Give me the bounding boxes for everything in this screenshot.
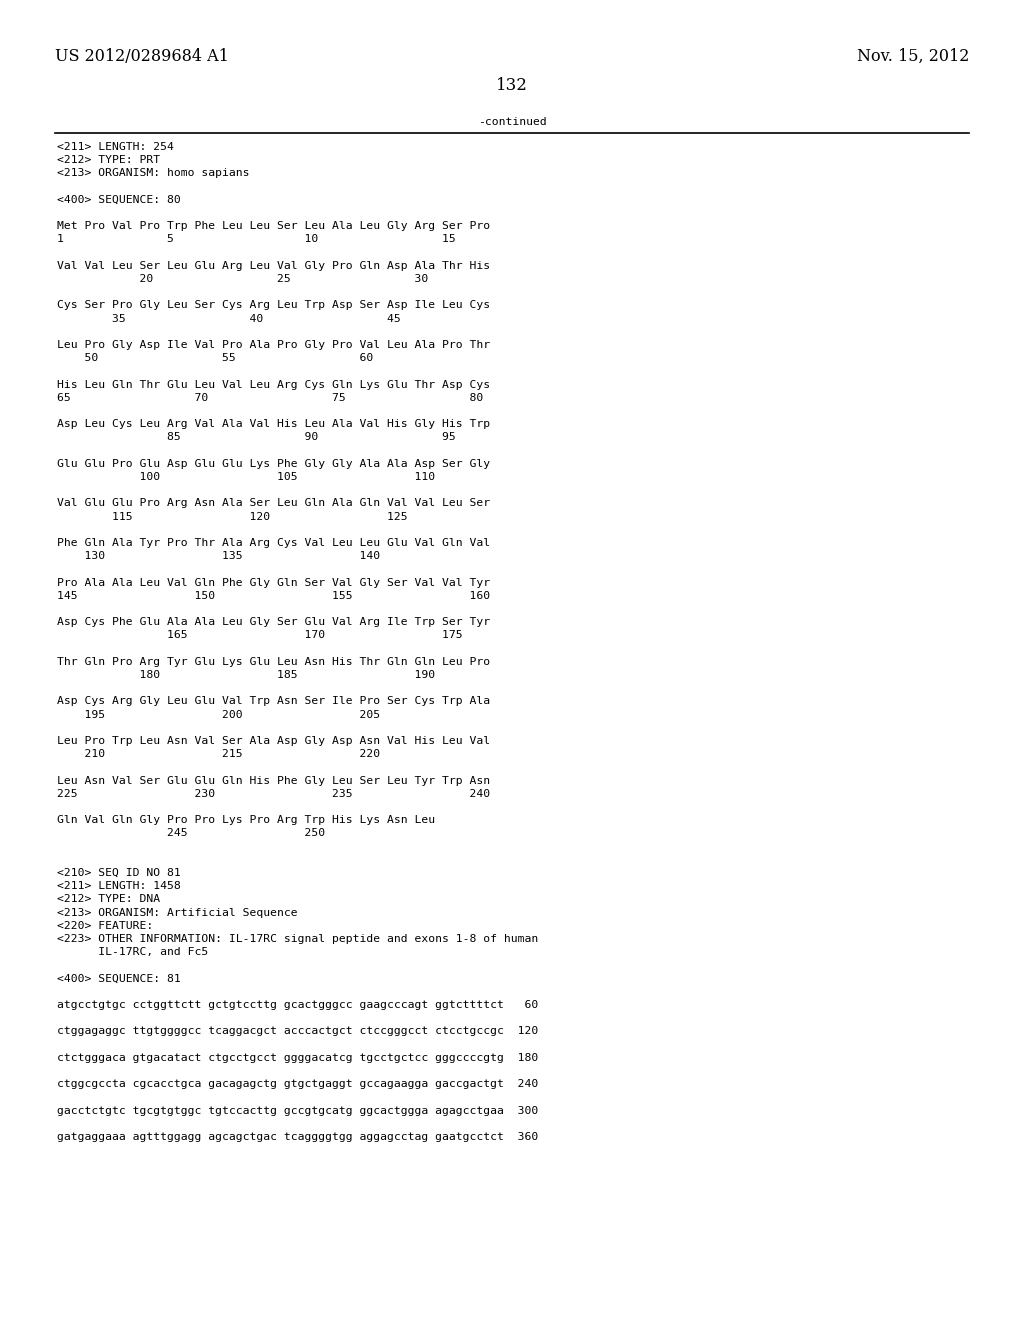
- Text: 210                 215                 220: 210 215 220: [57, 750, 380, 759]
- Text: Val Val Leu Ser Leu Glu Arg Leu Val Gly Pro Gln Asp Ala Thr His: Val Val Leu Ser Leu Glu Arg Leu Val Gly …: [57, 261, 490, 271]
- Text: 35                  40                  45: 35 40 45: [57, 314, 400, 323]
- Text: IL-17RC, and Fc5: IL-17RC, and Fc5: [57, 948, 208, 957]
- Text: Leu Asn Val Ser Glu Glu Gln His Phe Gly Leu Ser Leu Tyr Trp Asn: Leu Asn Val Ser Glu Glu Gln His Phe Gly …: [57, 776, 490, 785]
- Text: gacctctgtc tgcgtgtggc tgtccacttg gccgtgcatg ggcactggga agagcctgaa  300: gacctctgtc tgcgtgtggc tgtccacttg gccgtgc…: [57, 1106, 539, 1115]
- Text: <213> ORGANISM: homo sapians: <213> ORGANISM: homo sapians: [57, 169, 250, 178]
- Text: 1               5                   10                  15: 1 5 10 15: [57, 235, 456, 244]
- Text: <400> SEQUENCE: 81: <400> SEQUENCE: 81: [57, 974, 181, 983]
- Text: 20                  25                  30: 20 25 30: [57, 275, 428, 284]
- Text: <213> ORGANISM: Artificial Sequence: <213> ORGANISM: Artificial Sequence: [57, 908, 298, 917]
- Text: Asp Cys Phe Glu Ala Ala Leu Gly Ser Glu Val Arg Ile Trp Ser Tyr: Asp Cys Phe Glu Ala Ala Leu Gly Ser Glu …: [57, 618, 490, 627]
- Text: <210> SEQ ID NO 81: <210> SEQ ID NO 81: [57, 869, 181, 878]
- Text: Val Glu Glu Pro Arg Asn Ala Ser Leu Gln Ala Gln Val Val Leu Ser: Val Glu Glu Pro Arg Asn Ala Ser Leu Gln …: [57, 499, 490, 508]
- Text: <400> SEQUENCE: 80: <400> SEQUENCE: 80: [57, 195, 181, 205]
- Text: <220> FEATURE:: <220> FEATURE:: [57, 921, 154, 931]
- Text: Nov. 15, 2012: Nov. 15, 2012: [857, 48, 969, 65]
- Text: 100                 105                 110: 100 105 110: [57, 473, 435, 482]
- Text: Cys Ser Pro Gly Leu Ser Cys Arg Leu Trp Asp Ser Asp Ile Leu Cys: Cys Ser Pro Gly Leu Ser Cys Arg Leu Trp …: [57, 301, 490, 310]
- Text: Leu Pro Trp Leu Asn Val Ser Ala Asp Gly Asp Asn Val His Leu Val: Leu Pro Trp Leu Asn Val Ser Ala Asp Gly …: [57, 737, 490, 746]
- Text: Asp Cys Arg Gly Leu Glu Val Trp Asn Ser Ile Pro Ser Cys Trp Ala: Asp Cys Arg Gly Leu Glu Val Trp Asn Ser …: [57, 697, 490, 706]
- Text: Glu Glu Pro Glu Asp Glu Glu Lys Phe Gly Gly Ala Ala Asp Ser Gly: Glu Glu Pro Glu Asp Glu Glu Lys Phe Gly …: [57, 459, 490, 469]
- Text: 132: 132: [496, 77, 528, 94]
- Text: 195                 200                 205: 195 200 205: [57, 710, 380, 719]
- Text: atgcctgtgc cctggttctt gctgtccttg gcactgggcc gaagcccagt ggtcttttct   60: atgcctgtgc cctggttctt gctgtccttg gcactgg…: [57, 1001, 539, 1010]
- Text: Gln Val Gln Gly Pro Pro Lys Pro Arg Trp His Lys Asn Leu: Gln Val Gln Gly Pro Pro Lys Pro Arg Trp …: [57, 816, 435, 825]
- Text: <212> TYPE: PRT: <212> TYPE: PRT: [57, 156, 160, 165]
- Text: 225                 230                 235                 240: 225 230 235 240: [57, 789, 490, 799]
- Text: ctctgggaca gtgacatact ctgcctgcct ggggacatcg tgcctgctcc gggccccgtg  180: ctctgggaca gtgacatact ctgcctgcct ggggaca…: [57, 1053, 539, 1063]
- Text: Asp Leu Cys Leu Arg Val Ala Val His Leu Ala Val His Gly His Trp: Asp Leu Cys Leu Arg Val Ala Val His Leu …: [57, 420, 490, 429]
- Text: 180                 185                 190: 180 185 190: [57, 671, 435, 680]
- Text: 145                 150                 155                 160: 145 150 155 160: [57, 591, 490, 601]
- Text: Phe Gln Ala Tyr Pro Thr Ala Arg Cys Val Leu Leu Glu Val Gln Val: Phe Gln Ala Tyr Pro Thr Ala Arg Cys Val …: [57, 539, 490, 548]
- Text: <211> LENGTH: 254: <211> LENGTH: 254: [57, 143, 174, 152]
- Text: 165                 170                 175: 165 170 175: [57, 631, 463, 640]
- Text: 245                 250: 245 250: [57, 829, 326, 838]
- Text: <212> TYPE: DNA: <212> TYPE: DNA: [57, 895, 160, 904]
- Text: 50                  55                  60: 50 55 60: [57, 354, 374, 363]
- Text: ctggagaggc ttgtggggcc tcaggacgct acccactgct ctccgggcct ctcctgccgc  120: ctggagaggc ttgtggggcc tcaggacgct acccact…: [57, 1027, 539, 1036]
- Text: <223> OTHER INFORMATION: IL-17RC signal peptide and exons 1-8 of human: <223> OTHER INFORMATION: IL-17RC signal …: [57, 935, 539, 944]
- Text: 85                  90                  95: 85 90 95: [57, 433, 456, 442]
- Text: gatgaggaaa agtttggagg agcagctgac tcaggggtgg aggagcctag gaatgcctct  360: gatgaggaaa agtttggagg agcagctgac tcagggg…: [57, 1133, 539, 1142]
- Text: US 2012/0289684 A1: US 2012/0289684 A1: [55, 48, 229, 65]
- Text: Thr Gln Pro Arg Tyr Glu Lys Glu Leu Asn His Thr Gln Gln Leu Pro: Thr Gln Pro Arg Tyr Glu Lys Glu Leu Asn …: [57, 657, 490, 667]
- Text: Met Pro Val Pro Trp Phe Leu Leu Ser Leu Ala Leu Gly Arg Ser Pro: Met Pro Val Pro Trp Phe Leu Leu Ser Leu …: [57, 222, 490, 231]
- Text: <211> LENGTH: 1458: <211> LENGTH: 1458: [57, 882, 181, 891]
- Text: Leu Pro Gly Asp Ile Val Pro Ala Pro Gly Pro Val Leu Ala Pro Thr: Leu Pro Gly Asp Ile Val Pro Ala Pro Gly …: [57, 341, 490, 350]
- Text: -continued: -continued: [477, 117, 547, 127]
- Text: 130                 135                 140: 130 135 140: [57, 552, 380, 561]
- Text: 65                  70                  75                  80: 65 70 75 80: [57, 393, 483, 403]
- Text: Pro Ala Ala Leu Val Gln Phe Gly Gln Ser Val Gly Ser Val Val Tyr: Pro Ala Ala Leu Val Gln Phe Gly Gln Ser …: [57, 578, 490, 587]
- Text: 115                 120                 125: 115 120 125: [57, 512, 408, 521]
- Text: ctggcgccta cgcacctgca gacagagctg gtgctgaggt gccagaagga gaccgactgt  240: ctggcgccta cgcacctgca gacagagctg gtgctga…: [57, 1080, 539, 1089]
- Text: His Leu Gln Thr Glu Leu Val Leu Arg Cys Gln Lys Glu Thr Asp Cys: His Leu Gln Thr Glu Leu Val Leu Arg Cys …: [57, 380, 490, 389]
